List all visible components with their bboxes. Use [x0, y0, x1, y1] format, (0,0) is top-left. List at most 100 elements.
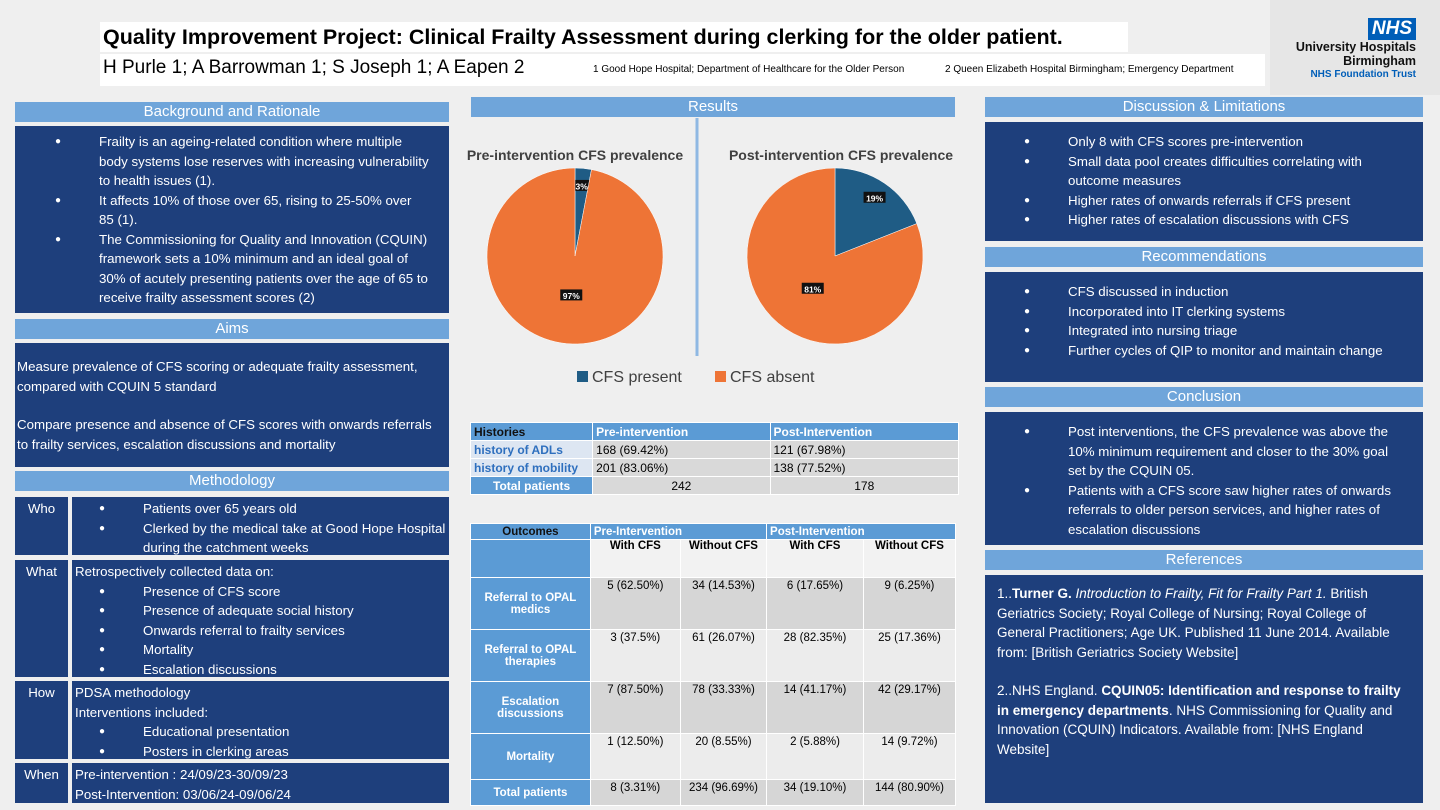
bullet-item: Frailty is an ageing-related condition w…: [55, 132, 429, 191]
section-heading: Conclusion: [985, 387, 1423, 407]
bullet-item: Patients over 65 years old: [99, 499, 449, 519]
reference-text: British Geriatrics Society; Royal Colleg…: [997, 586, 1390, 660]
method-label: Who: [15, 497, 68, 555]
histories-table: Histories Pre-intervention Post-Interventi…: [469, 422, 959, 495]
authors: H Purle 1; A Barrowman 1; S Joseph 1; A …: [103, 57, 525, 78]
table-row: Total patients 8 (3.31%) 234 (96.69%) 34 (1…: [470, 779, 957, 806]
table-row: Mortality 1 (12.50%) 20 (8.55%) 2 (5.88%) 14…: [470, 733, 957, 780]
table-header: With CFS: [589, 539, 681, 578]
method-line: Retrospectively collected data on:: [75, 564, 274, 579]
table-row: Referral to OPAL medics 5 (62.50%) 34 (14.…: [470, 577, 957, 630]
label-box: [570, 179, 593, 191]
table-cell: 234 (96.69%): [679, 779, 768, 806]
section-heading: Results: [471, 97, 955, 117]
method-content: Retrospectively collected data on: Presen…: [72, 560, 449, 680]
bullet-item: Higher rates of escalation discussions w…: [1024, 210, 1405, 230]
table-cell: 144 (80.90%): [862, 779, 957, 806]
bullet-item: Educational presentation: [99, 722, 449, 742]
reference-text: Turner G.: [1012, 586, 1072, 601]
table-cell: 178: [769, 476, 959, 495]
outcomes-table: Outcomes Pre-Intervention Post-Interventio…: [470, 523, 957, 806]
bullet-item: The Commissioning for Quality and Innova…: [55, 230, 429, 308]
table-cell: 168 (69.42%): [592, 440, 771, 459]
bullet-item: Posters in clerking areas: [99, 742, 449, 762]
reference-text: 1..: [997, 586, 1013, 601]
method-content: Pre-intervention : 24/09/23-30/09/23 Post…: [72, 763, 449, 803]
table-cell: 14 (41.17%): [766, 681, 864, 734]
bullet-item: Incorporated into IT clerking systems: [1024, 302, 1405, 322]
data-label: 19%: [866, 193, 883, 203]
legend-swatch: [577, 371, 588, 382]
bullet-list: Frailty is an ageing-related condition w…: [15, 132, 429, 308]
table-row: history of mobility 201 (83.06%) 138 (77.5…: [469, 458, 959, 477]
table-cell: Mortality: [470, 733, 591, 780]
legend-swatch: [715, 371, 726, 382]
method-line: Pre-intervention : 24/09/23-30/09/23: [75, 767, 288, 782]
reference: 2..NHS England. CQUIN05: Identification …: [997, 681, 1409, 759]
affiliation: 1 Good Hope Hospital; Department of Heal…: [593, 64, 905, 75]
table-row: history of ADLs 168 (69.42%) 121 (67.98%): [469, 440, 959, 459]
table-header: With CFS: [766, 539, 864, 578]
table-header: Post-Intervention: [766, 523, 956, 540]
label-box: [801, 282, 824, 294]
data-label: 81%: [804, 284, 821, 294]
references-panel: 1..Turner G. Introduction to Frailty, Fi…: [985, 575, 1423, 803]
pie-slice: [746, 167, 924, 345]
nhs-badge: NHS: [1367, 18, 1416, 40]
bullet-list: Patients over 65 years oldClerked by the…: [75, 499, 449, 558]
logo-trust: NHS Foundation Trust: [1310, 69, 1416, 80]
pie-slice: [486, 167, 664, 345]
table-cell: 2 (5.88%): [766, 733, 864, 780]
bullet-item: Only 8 with CFS scores pre-intervention: [1024, 132, 1405, 152]
discussion-panel: Only 8 with CFS scores pre-interventionS…: [985, 122, 1423, 241]
bullet-list: Educational presentationPosters in clerk…: [75, 722, 449, 761]
table-header: Without CFS: [862, 539, 957, 578]
legend-label: CFS absent: [730, 369, 815, 386]
table-header: Pre-intervention: [592, 422, 771, 441]
chart-title: Post-intervention CFS prevalence: [729, 147, 953, 163]
table-cell: 242: [592, 476, 771, 495]
bullet-item: Mortality: [99, 640, 449, 660]
reference-text: . NHS Commissioning for Quality and Inno…: [997, 702, 1393, 757]
method-line: Post-Intervention: 03/06/24-09/06/24: [75, 786, 291, 802]
table-row: Total patients 242 178: [469, 476, 959, 495]
bullet-item: Small data pool creates difficulties cor…: [1024, 152, 1405, 191]
table-row: Escalation discussions 7 (87.50%) 78 (33.3…: [470, 681, 957, 734]
table-header: Without CFS: [679, 539, 768, 578]
label-box: [560, 289, 583, 301]
method-content: Patients over 65 years oldClerked by the…: [72, 497, 449, 555]
table-cell: 6 (17.65%): [766, 577, 864, 630]
bullet-list: Presence of CFS scorePresence of adequat…: [75, 582, 449, 680]
bullet-list: Post interventions, the CFS prevalence w…: [985, 422, 1405, 539]
table-header: Histories: [469, 422, 594, 441]
bullet-item: It affects 10% of those over 65, rising …: [55, 191, 429, 230]
table-cell: 1 (12.50%): [589, 733, 681, 780]
table-cell: 61 (26.07%): [679, 629, 768, 682]
table-header: [470, 539, 591, 578]
bullet-item: Further cycles of QIP to monitor and mai…: [1024, 341, 1405, 361]
bullet-item: Integrated into nursing triage: [1024, 321, 1405, 341]
table-cell: 42 (29.17%): [862, 681, 957, 734]
logo-line: Birmingham: [1343, 54, 1416, 68]
table-cell: 5 (62.50%): [589, 577, 681, 630]
table-cell: 3 (37.5%): [589, 629, 681, 682]
table-cell: 28 (82.35%): [766, 629, 864, 682]
conclusion-panel: Post interventions, the CFS prevalence w…: [985, 412, 1423, 545]
section-heading: Methodology: [15, 471, 449, 491]
logo-line: University Hospitals: [1295, 40, 1416, 54]
table-cell: 25 (17.36%): [862, 629, 957, 682]
reference-text: 2..NHS England.: [997, 683, 1102, 698]
reference-text: CQUIN05: Identification and response to …: [997, 683, 1401, 718]
table-cell: 121 (67.98%): [769, 440, 959, 459]
bullet-item: Onwards referral to frailty services: [99, 621, 449, 641]
section-heading: Aims: [15, 319, 449, 339]
data-label: 3%: [575, 181, 588, 191]
results-charts: Pre-intervention CFS prevalence 3% 97% Post…: [467, 118, 953, 386]
method-line: Interventions included:: [75, 704, 209, 720]
table-cell: 201 (83.06%): [592, 458, 771, 477]
section-heading: References: [985, 550, 1423, 570]
section-heading: Discussion & Limitations: [985, 97, 1423, 117]
table-cell: history of ADLs: [469, 440, 594, 459]
table-cell: Total patients: [469, 476, 594, 495]
